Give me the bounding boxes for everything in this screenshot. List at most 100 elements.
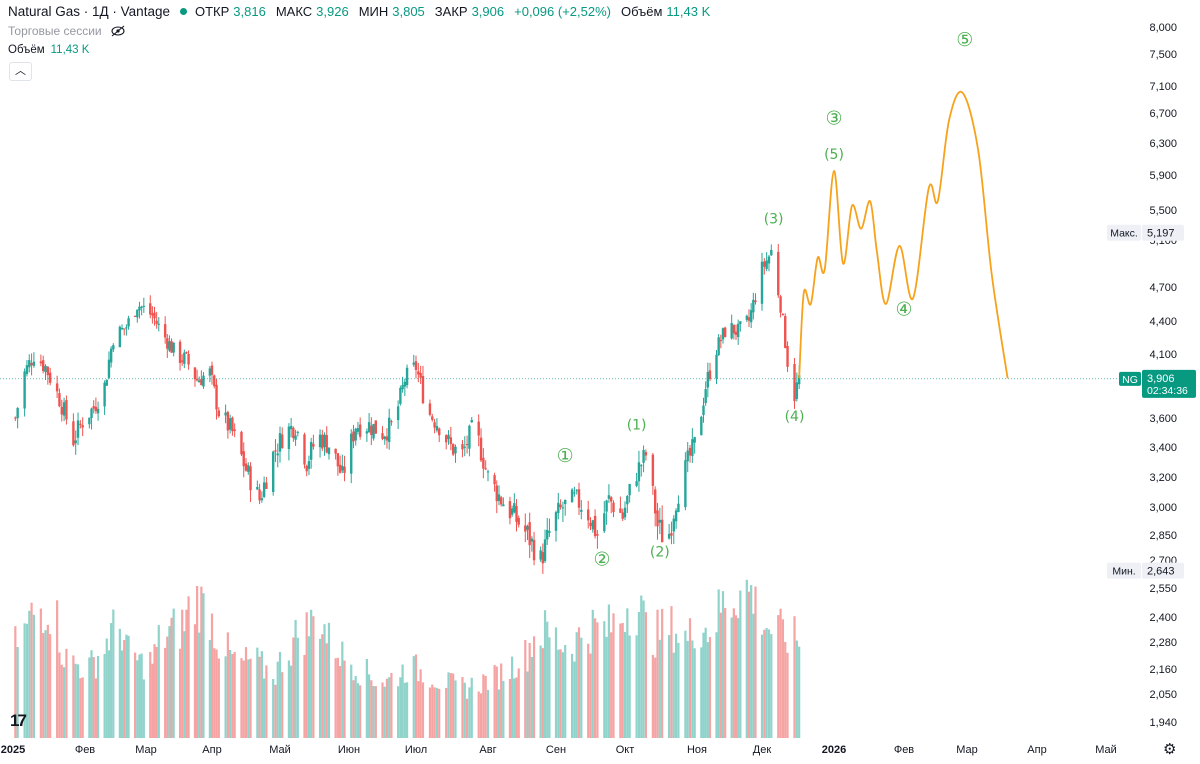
volume-bar [193,624,197,738]
candle-body [96,408,100,414]
candle-body [276,453,279,456]
candle-body [41,360,45,371]
candle-body [92,406,95,409]
volume-bar [110,623,113,738]
wave-label: (5) [824,147,844,163]
candle-body [635,481,638,486]
candle-body [157,323,160,325]
volume-bar [58,652,61,738]
volume-bar [233,652,236,738]
volume-bar [231,654,234,738]
x-tick-label: Апр [1027,744,1046,756]
candle-body [739,321,742,325]
candle-body [580,509,583,512]
x-tick-label: Июл [405,744,427,756]
candle-body [653,489,657,514]
candle-body [702,405,705,416]
candle-body [55,383,59,392]
volume-bar [706,642,709,738]
volume-bar [508,679,512,738]
volume-bar [274,684,277,738]
y-tick-label: 7,100 [1149,81,1177,93]
candle-body [163,324,167,338]
candle-body [180,360,184,362]
candle-body [700,416,703,436]
forecast-line [798,90,1009,379]
y-tick-label: 3,000 [1149,502,1177,514]
volume-bar [215,649,218,738]
volume-bar [589,653,592,738]
candle-body [619,508,622,513]
candle-body [120,327,124,330]
candle-body [573,492,576,494]
volume-bar [724,608,727,738]
candle-body [81,425,84,428]
gear-icon[interactable]: ⚙ [1163,741,1177,758]
candle-body [365,431,369,434]
wave-label: (1) [627,418,647,434]
candle-body [479,437,483,461]
candle-body [730,323,733,339]
collapse-legend-button[interactable]: ︿ [9,62,32,81]
volume-bar [561,652,564,738]
volume-bar [383,686,386,738]
candle-body [484,468,487,470]
candle-body [465,443,469,446]
candle-body [399,387,402,404]
candle-body [151,313,154,316]
candle-body [526,526,529,530]
candle-body [14,417,17,419]
candle-body [621,512,624,519]
volume-bar [433,687,436,738]
symbol-title[interactable]: Natural Gas · 1Д · Vantage [8,4,170,19]
candle-body [294,435,297,440]
candle-body [463,446,466,448]
volume-bar [105,638,108,738]
candle-body [343,466,346,474]
price-axis: 8,0007,5007,1006,7006,3005,9005,5005,100… [1149,22,1177,729]
forecast-path [798,90,1009,379]
candle-body [577,489,581,508]
tradingview-logo[interactable]: 17 [10,711,27,730]
candle-body [667,533,671,539]
volume-bar [612,613,615,738]
volume-bar [155,646,158,738]
candle-body [88,417,91,425]
volume-bar [226,632,229,738]
volume-bar [140,653,143,738]
volume-bar [281,672,284,738]
volume-bar [484,675,487,738]
volume-bar [760,634,764,738]
eye-crossed-icon[interactable] [110,25,126,37]
volume-bar [686,640,689,738]
volume-bar [403,682,406,738]
candle-body [385,436,389,441]
candle-body [530,538,534,542]
candle-body [637,462,641,482]
candle-body [495,485,498,502]
candle-body [247,465,250,472]
volume-bar [587,643,590,738]
volume-bar [798,646,801,738]
candle-body [591,520,594,530]
candle-body [195,378,199,381]
candle-body [454,446,457,454]
volume-bar [438,688,441,738]
candle-body [502,504,505,507]
candle-body [431,416,434,420]
candle-body [513,503,516,513]
y-tick-label: 8,000 [1149,22,1177,34]
y-tick-label: 1,940 [1149,717,1177,729]
candle-body [626,496,629,505]
volume-bar [677,642,680,738]
candle-body [763,261,766,267]
volume-bar [734,615,738,738]
volume-label: Объём [620,4,663,19]
candle-body [767,256,771,264]
volume-bar [256,647,259,738]
x-tick-label: Май [1095,744,1117,756]
volume-bar [688,618,692,738]
volume-bar [365,659,368,738]
volume-bar [417,681,420,738]
